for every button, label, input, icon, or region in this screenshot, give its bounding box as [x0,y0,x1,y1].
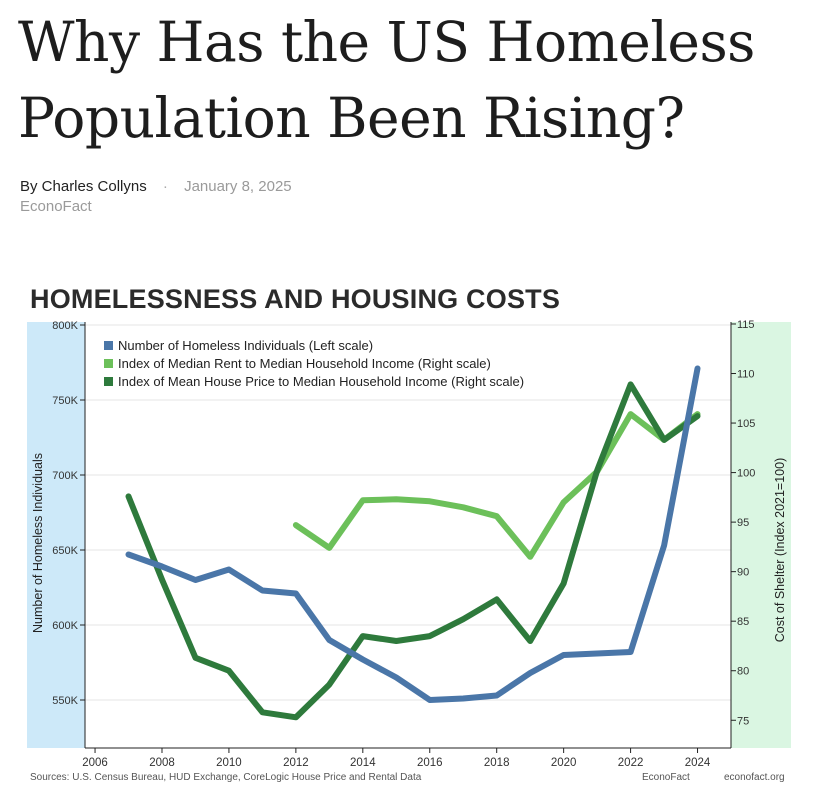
byline-separator: · [162,178,168,195]
right-tick-label: 90 [737,567,749,579]
x-tick-label: 2012 [283,757,309,769]
chart-brand: EconoFact [642,772,690,783]
x-tick-label: 2020 [551,757,577,769]
axes-layer [84,322,732,749]
right-axis-ticks: 75 80 85 90 95 100 105 110 115 [731,319,755,727]
site-name[interactable]: EconoFact [20,198,92,215]
x-tick-label: 2022 [618,757,644,769]
legend: Number of Homeless Individuals (Left sca… [104,338,524,389]
left-tick-label: 700K [52,470,78,482]
author-name[interactable]: By Charles Collyns [20,178,147,195]
article-byline: By Charles Collyns · January 8, 2025 [20,178,292,195]
left-axis-label: Number of Homeless Individuals [31,453,45,633]
legend-label: Number of Homeless Individuals (Left sca… [118,338,373,353]
chart-url[interactable]: econofact.org [724,772,785,783]
x-tick-label: 2016 [417,757,443,769]
right-tick-label: 105 [737,418,755,430]
left-axis-panel [27,322,85,748]
homelessness-housing-chart: 550K 600K 650K 700K 750K 800K 75 80 85 90 95 100 10… [27,319,791,783]
right-tick-label: 115 [737,319,755,331]
right-tick-label: 95 [737,517,749,529]
x-tick-label: 2008 [149,757,175,769]
series-layer [125,365,701,721]
right-tick-label: 85 [737,616,749,628]
left-tick-label: 650K [52,545,78,557]
legend-swatch [104,359,113,368]
left-tick-label: 800K [52,320,78,332]
legend-label: Index of Mean House Price to Median Hous… [118,374,524,389]
left-axis-ticks: 550K 600K 650K 700K 750K 800K [52,320,85,707]
left-tick-label: 600K [52,620,78,632]
series-line-2 [292,411,701,560]
right-tick-label: 80 [737,666,749,678]
right-tick-label: 100 [737,468,755,480]
right-tick-label: 110 [737,369,755,381]
series-line-3 [125,381,701,721]
x-tick-label: 2024 [685,757,711,769]
article-title: Why Has the US Homeless Population Been … [18,10,755,150]
series-line-1 [125,365,701,703]
legend-swatch [104,341,113,350]
right-tick-label: 75 [737,715,749,727]
x-tick-label: 2014 [350,757,376,769]
chart-title: HOMELESSNESS AND HOUSING COSTS [30,284,561,314]
legend-swatch [104,377,113,386]
left-tick-label: 750K [52,395,78,407]
x-axis-ticks: 2006 2008 2010 2012 2014 2016 2018 2020 2022 2024 [82,748,711,769]
left-tick-label: 550K [52,695,78,707]
x-tick-label: 2010 [216,757,242,769]
publish-date: January 8, 2025 [184,178,292,195]
x-tick-label: 2006 [82,757,108,769]
chart-source-note: Sources: U.S. Census Bureau, HUD Exchang… [30,772,422,783]
legend-label: Index of Median Rent to Median Household… [118,356,491,371]
right-axis-panel [731,322,791,748]
x-tick-label: 2018 [484,757,510,769]
right-axis-label: Cost of Shelter (Index 2021=100) [773,458,787,643]
plot-area [85,322,731,748]
